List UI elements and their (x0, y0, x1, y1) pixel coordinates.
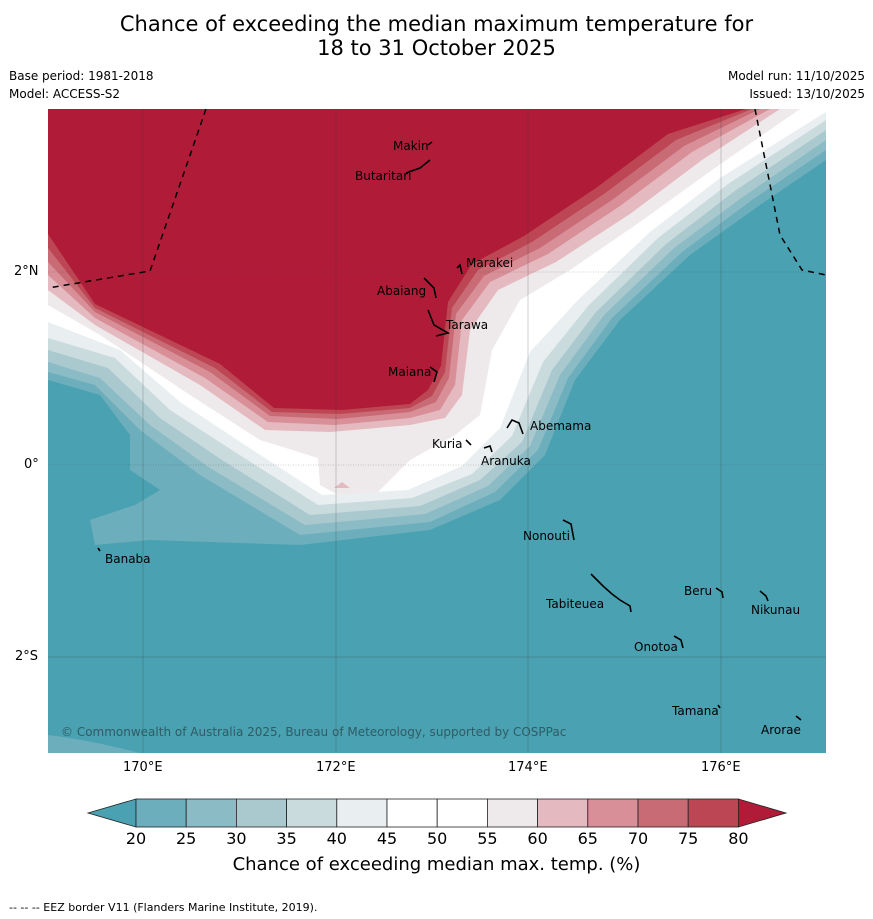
colorbar-tick-65: 65 (577, 829, 598, 848)
island-label-kuria: Kuria (432, 437, 463, 451)
island-label-arorae: Arorae (761, 723, 801, 737)
island-label-tarawa: Tarawa (446, 318, 489, 332)
colorbar-tick-55: 55 (477, 829, 498, 848)
small-warm-patch (334, 482, 350, 488)
title-line-1: Chance of exceeding the median maximum t… (119, 12, 754, 36)
colorbar-segment-35-40 (286, 798, 338, 828)
island-onotoa-shape (673, 635, 684, 649)
island-abaiang-shape (423, 277, 437, 299)
island-aranuka-shape (483, 444, 493, 453)
island-label-butaritari: Butaritari (355, 169, 412, 183)
colorbar-tick-25: 25 (176, 829, 197, 848)
island-label-beru: Beru (684, 584, 713, 598)
colorbar-tick-70: 70 (627, 829, 649, 848)
island-label-tabiteuea: Tabiteuea (546, 597, 605, 611)
model-name: Model: ACCESS-S2 (9, 87, 121, 101)
chart-title: Chance of exceeding the median maximum t… (0, 12, 873, 60)
colorbar-tick-35: 35 (276, 829, 297, 848)
colorbar-segment-30-35 (235, 798, 287, 828)
colorbar-segment-20-25 (135, 798, 187, 828)
island-maiana-shape (429, 366, 438, 383)
contour-band-80 (48, 109, 746, 410)
island-butaritari-shape (405, 159, 431, 174)
colorbar-tick-40: 40 (326, 829, 347, 848)
island-label-abaiang: Abaiang (377, 284, 427, 298)
island-label-tamana: Tamana (672, 704, 719, 718)
lat-label-2s: 2°S (15, 649, 39, 664)
colorbar-low-arrow (86, 798, 137, 828)
lat-label-2n: 2°N (14, 264, 39, 279)
graticule (48, 109, 826, 753)
island-label-maiana: Maiana (388, 365, 432, 379)
lon-label-172e: 172°E (316, 760, 356, 775)
colorbar-tick-75: 75 (678, 829, 699, 848)
eez-border-dashed (48, 109, 826, 289)
island-tamana-shape (717, 704, 721, 709)
lon-label-174e: 174°E (508, 760, 548, 775)
colorbar-segment-55-60 (486, 798, 538, 828)
colorbar-tick-80: 80 (728, 829, 749, 848)
meta-right: Model run: 11/10/2025 Issued: 13/10/2025 (728, 69, 865, 105)
model-run: Model run: 11/10/2025 (727, 69, 865, 83)
island-label-makin: Makin (393, 139, 429, 153)
island-nikunau-shape (759, 590, 769, 602)
map-area (48, 109, 826, 753)
island-kuria-shape (465, 439, 472, 446)
island-label-nonouti: Nonouti (523, 529, 570, 543)
island-abemama-shape (506, 418, 524, 435)
island-banaba-shape (97, 547, 101, 552)
island-tabiteuea-shape (590, 573, 632, 613)
colorbar-segment-25-30 (185, 798, 237, 828)
lon-label-176e: 176°E (701, 760, 741, 775)
island-label-onotoa: Onotoa (634, 640, 678, 654)
title-line-2: 18 to 31 October 2025 (317, 36, 556, 60)
colorbar-segment-70-75 (637, 798, 689, 828)
colorbar-segment-50-55 (436, 798, 488, 828)
eez-legend-note: -- -- -- EEZ border V11 (Flanders Marine… (9, 901, 318, 914)
base-period: Base period: 1981-2018 (9, 69, 154, 83)
colorbar-tick-30: 30 (226, 829, 247, 848)
island-label-aranuka: Aranuka (481, 454, 531, 468)
island-label-banaba: Banaba (105, 552, 151, 566)
island-marakei-shape (456, 263, 463, 275)
island-label-marakei: Marakei (466, 256, 514, 270)
colorbar-tick-20: 20 (125, 829, 147, 848)
island-nonouti-shape (562, 519, 575, 541)
lon-label-170e: 170°E (123, 760, 163, 775)
island-beru-shape (715, 587, 724, 599)
lat-label-0: 0° (24, 457, 39, 472)
meta-left: Base period: 1981-2018 Model: ACCESS-S2 (9, 69, 154, 105)
island-arorae-shape (795, 715, 802, 721)
island-outlines (97, 141, 802, 721)
colorbar-tick-45: 45 (376, 829, 398, 848)
island-makin-shape (427, 141, 433, 146)
copyright-notice: © Commonwealth of Australia 2025, Bureau… (61, 725, 567, 739)
colorbar-segment-60-65 (537, 798, 589, 828)
issued-date: Issued: 13/10/2025 (749, 87, 865, 101)
colorbar-tick-50: 50 (427, 829, 448, 848)
colorbar-segment-40-45 (336, 798, 388, 828)
colorbar-tick-60: 60 (527, 829, 548, 848)
island-label-abemama: Abemama (530, 419, 592, 433)
island-tarawa-shape (427, 309, 451, 337)
island-label-nikunau: Nikunau (751, 603, 801, 617)
colorbar-segment-65-70 (587, 798, 639, 828)
colorbar-high-arrow (738, 798, 788, 828)
colorbar-segment-75-80 (687, 798, 739, 828)
colorbar-label: Chance of exceeding median max. temp. (%… (232, 854, 641, 875)
colorbar (86, 798, 788, 828)
colorbar-segment-45-50 (386, 798, 438, 828)
